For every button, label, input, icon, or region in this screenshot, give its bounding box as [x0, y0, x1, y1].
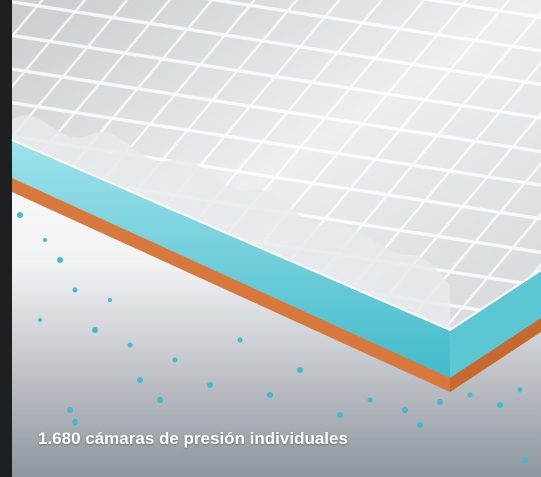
bubbles	[17, 212, 528, 463]
mattress	[11, 0, 541, 392]
caption: 1.680 cámaras de presión individuales	[38, 429, 348, 448]
left-strip	[0, 0, 12, 477]
